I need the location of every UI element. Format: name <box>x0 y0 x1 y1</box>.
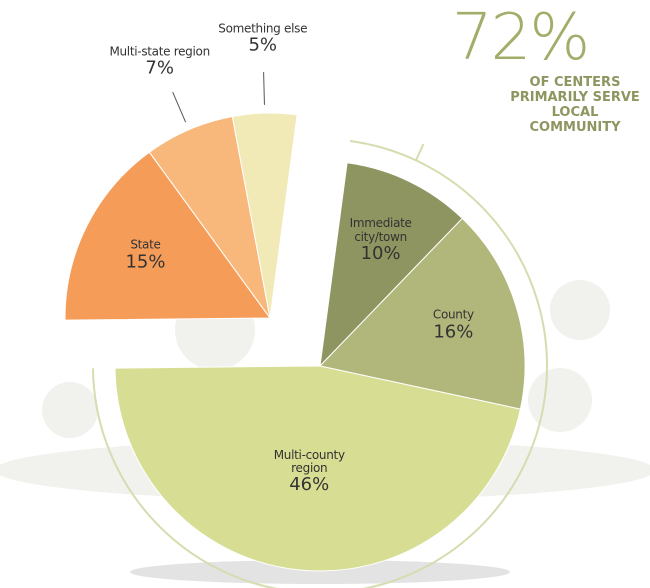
slice-name: State <box>130 237 161 252</box>
pie-slice <box>114 365 522 572</box>
pie-slice <box>64 151 271 321</box>
callout-text: OF CENTERS PRIMARILY SERVE LOCAL COMMUNI… <box>510 75 640 135</box>
local-bracket <box>92 140 548 588</box>
pie-slice <box>231 112 298 319</box>
slice-value: 46% <box>289 474 330 496</box>
slice-name: Multi-county region <box>273 447 345 476</box>
slice-label: Multi-state region 7% <box>105 45 215 78</box>
slice-label: Multi-county region 46% <box>254 447 364 496</box>
slice-label: Something else 5% <box>208 21 318 56</box>
slice-label: Immediate city/town 10% <box>326 217 436 263</box>
slice-name: Immediate city/town <box>349 216 412 244</box>
leader-line <box>172 91 187 123</box>
slice-name: Something else <box>218 21 308 36</box>
bracket-tick <box>415 143 425 161</box>
slice-label: State 15% <box>90 237 200 273</box>
slice-name: County <box>432 307 474 322</box>
slice-name: Multi-state region <box>109 44 210 59</box>
slice-value: 7% <box>145 57 174 79</box>
slice-value: 10% <box>360 242 401 264</box>
pie-slice <box>319 217 526 410</box>
callout-value: 72% <box>451 1 590 75</box>
slice-value: 16% <box>433 321 474 343</box>
slice-value: 15% <box>125 251 166 273</box>
slice-value: 5% <box>248 34 278 56</box>
leader-line <box>263 72 265 105</box>
slice-label: County 16% <box>398 307 508 343</box>
pie-slice <box>319 162 464 368</box>
